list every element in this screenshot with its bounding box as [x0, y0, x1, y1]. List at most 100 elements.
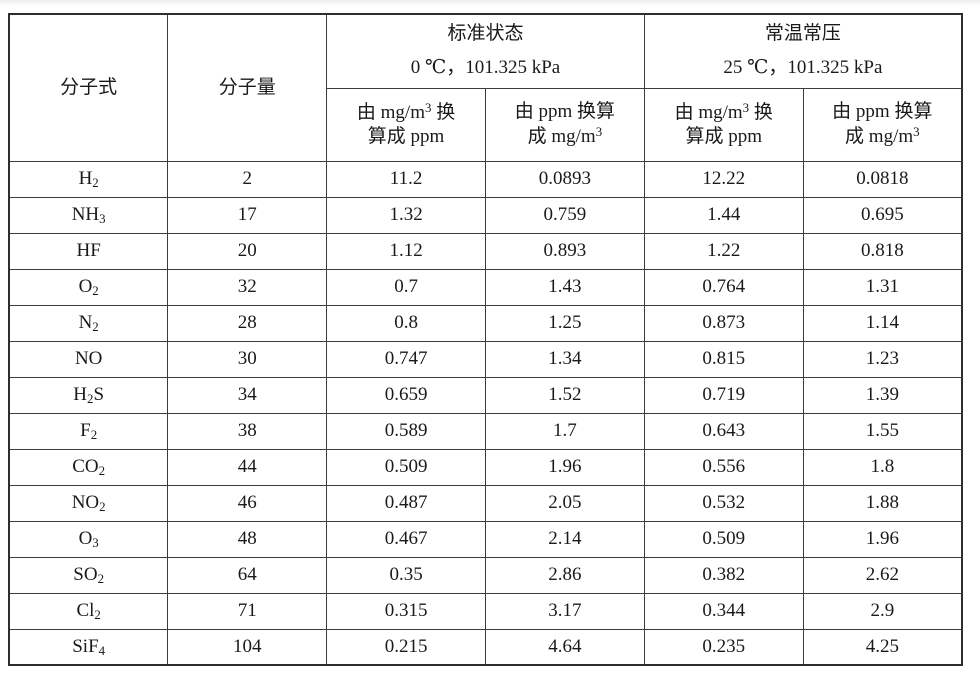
ntp-mg-to-ppm-cell: 0.719: [643, 376, 804, 414]
table-row: SiF4 104 0.215 4.64 0.235 4.25: [8, 628, 963, 666]
subheader-ntp-mg-to-ppm: 由 mg/m3 换算成 ppm: [643, 87, 804, 162]
std-mg-to-ppm-cell: 0.8: [326, 304, 486, 342]
weight-cell: 48: [167, 520, 328, 558]
std-ppm-to-mg-cell: 2.05: [484, 484, 645, 522]
ntp-ppm-to-mg-cell: 0.0818: [802, 160, 963, 198]
ntp-mg-to-ppm-cell: 1.44: [643, 196, 804, 234]
std-ppm-to-mg-cell: 1.7: [484, 412, 645, 450]
ntp-ppm-to-mg-cell: 1.8: [802, 448, 963, 486]
table-row: NO 30 0.747 1.34 0.815 1.23: [8, 340, 963, 378]
weight-cell: 104: [167, 628, 328, 666]
table-row: NO2 46 0.487 2.05 0.532 1.88: [8, 484, 963, 522]
ntp-mg-to-ppm-cell: 0.556: [643, 448, 804, 486]
weight-cell: 30: [167, 340, 328, 378]
weight-cell: 71: [167, 592, 328, 630]
ntp-mg-to-ppm-cell: 0.815: [643, 340, 804, 378]
formula-cell: CO2: [8, 448, 169, 486]
table-row: HF 20 1.12 0.893 1.22 0.818: [8, 232, 963, 270]
ntp-ppm-to-mg-cell: 0.695: [802, 196, 963, 234]
std-mg-to-ppm-cell: 11.2: [326, 160, 486, 198]
formula-cell: NO2: [8, 484, 169, 522]
formula-cell: NH3: [8, 196, 169, 234]
table-row: NH3 17 1.32 0.759 1.44 0.695: [8, 196, 963, 234]
std-mg-to-ppm-cell: 1.32: [326, 196, 486, 234]
header-group-row: 分子式 分子量 标准状态 0 ℃，101.325 kPa 常温常压 25 ℃，1…: [8, 13, 963, 162]
subheader-std-mg-to-ppm: 由 mg/m3 换算成 ppm: [326, 87, 486, 162]
std-ppm-to-mg-cell: 1.25: [484, 304, 645, 342]
weight-cell: 20: [167, 232, 328, 270]
formula-cell: Cl2: [8, 592, 169, 630]
ntp-ppm-to-mg-cell: 1.31: [802, 268, 963, 306]
ntp-mg-to-ppm-cell: 0.344: [643, 592, 804, 630]
ntp-ppm-to-mg-cell: 1.23: [802, 340, 963, 378]
ntp-mg-to-ppm-cell: 0.764: [643, 268, 804, 306]
table-row: H2S 34 0.659 1.52 0.719 1.39: [8, 376, 963, 414]
table-row: Cl2 71 0.315 3.17 0.344 2.9: [8, 592, 963, 630]
formula-cell: H2: [8, 160, 169, 198]
conversion-table: 分子式 分子量 标准状态 0 ℃，101.325 kPa 常温常压 25 ℃，1…: [8, 13, 963, 666]
std-mg-to-ppm-cell: 0.467: [326, 520, 486, 558]
ntp-mg-to-ppm-cell: 0.509: [643, 520, 804, 558]
weight-cell: 17: [167, 196, 328, 234]
group-condition: 0 ℃，101.325 kPa: [410, 57, 561, 79]
subheader-ntp-ppm-to-mg: 由 ppm 换算成 mg/m3: [802, 87, 963, 162]
table-row: O2 32 0.7 1.43 0.764 1.31: [8, 268, 963, 306]
group-title: 标准状态: [447, 23, 524, 45]
std-mg-to-ppm-cell: 0.7: [326, 268, 486, 306]
std-mg-to-ppm-cell: 0.589: [326, 412, 486, 450]
ntp-mg-to-ppm-cell: 12.22: [643, 160, 804, 198]
formula-cell: SO2: [8, 556, 169, 594]
table-row: N2 28 0.8 1.25 0.873 1.14: [8, 304, 963, 342]
std-ppm-to-mg-cell: 0.0893: [484, 160, 645, 198]
ntp-ppm-to-mg-cell: 1.55: [802, 412, 963, 450]
ntp-mg-to-ppm-cell: 0.873: [643, 304, 804, 342]
std-ppm-to-mg-cell: 2.86: [484, 556, 645, 594]
std-mg-to-ppm-cell: 0.315: [326, 592, 486, 630]
weight-cell: 38: [167, 412, 328, 450]
group-condition: 25 ℃，101.325 kPa: [723, 57, 883, 79]
ntp-mg-to-ppm-cell: 1.22: [643, 232, 804, 270]
std-ppm-to-mg-cell: 1.34: [484, 340, 645, 378]
table-row: CO2 44 0.509 1.96 0.556 1.8: [8, 448, 963, 486]
ntp-ppm-to-mg-cell: 1.96: [802, 520, 963, 558]
std-mg-to-ppm-cell: 0.747: [326, 340, 486, 378]
formula-cell: O2: [8, 268, 169, 306]
weight-cell: 64: [167, 556, 328, 594]
std-mg-to-ppm-cell: 0.659: [326, 376, 486, 414]
subheader-std-ppm-to-mg: 由 ppm 换算成 mg/m3: [484, 87, 645, 162]
std-ppm-to-mg-cell: 1.52: [484, 376, 645, 414]
std-mg-to-ppm-cell: 0.487: [326, 484, 486, 522]
std-ppm-to-mg-cell: 3.17: [484, 592, 645, 630]
table-row: F2 38 0.589 1.7 0.643 1.55: [8, 412, 963, 450]
formula-cell: HF: [8, 232, 169, 270]
group-header-normal-temp-pressure: 常温常压 25 ℃，101.325 kPa: [643, 13, 963, 89]
weight-cell: 34: [167, 376, 328, 414]
weight-cell: 32: [167, 268, 328, 306]
std-mg-to-ppm-cell: 1.12: [326, 232, 486, 270]
table-row: H2 2 11.2 0.0893 12.22 0.0818: [8, 160, 963, 198]
group-title: 常温常压: [764, 23, 841, 45]
formula-cell: H2S: [8, 376, 169, 414]
std-ppm-to-mg-cell: 0.893: [484, 232, 645, 270]
weight-cell: 28: [167, 304, 328, 342]
std-ppm-to-mg-cell: 0.759: [484, 196, 645, 234]
std-ppm-to-mg-cell: 2.14: [484, 520, 645, 558]
std-mg-to-ppm-cell: 0.35: [326, 556, 486, 594]
ntp-ppm-to-mg-cell: 2.62: [802, 556, 963, 594]
formula-cell: NO: [8, 340, 169, 378]
std-ppm-to-mg-cell: 1.43: [484, 268, 645, 306]
formula-cell: N2: [8, 304, 169, 342]
table-row: SO2 64 0.35 2.86 0.382 2.62: [8, 556, 963, 594]
ntp-ppm-to-mg-cell: 1.14: [802, 304, 963, 342]
header-sub-row: 由 mg/m3 换算成 ppm 由 ppm 换算成 mg/m3 由 mg/m3 …: [9, 87, 963, 162]
ntp-ppm-to-mg-cell: 0.818: [802, 232, 963, 270]
weight-cell: 46: [167, 484, 328, 522]
ntp-mg-to-ppm-cell: 0.235: [643, 628, 804, 666]
ntp-ppm-to-mg-cell: 2.9: [802, 592, 963, 630]
ntp-ppm-to-mg-cell: 1.39: [802, 376, 963, 414]
group-header-standard-state: 标准状态 0 ℃，101.325 kPa: [326, 13, 645, 89]
std-mg-to-ppm-cell: 0.509: [326, 448, 486, 486]
weight-cell: 2: [167, 160, 328, 198]
ntp-ppm-to-mg-cell: 1.88: [802, 484, 963, 522]
